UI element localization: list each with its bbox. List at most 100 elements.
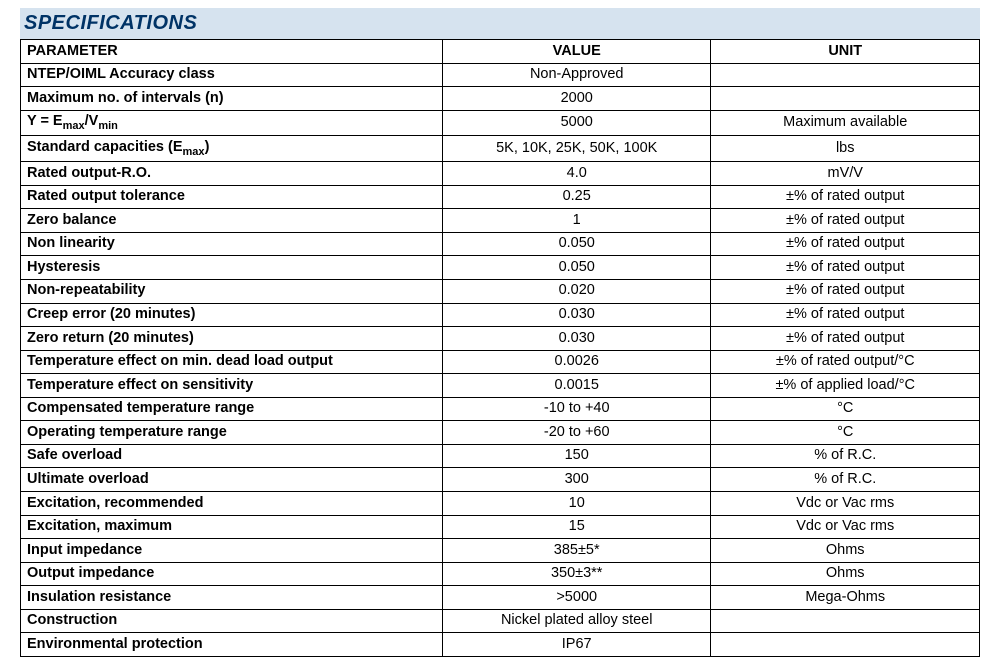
cell-value: 0.020 [442,279,711,303]
cell-value: 2000 [442,87,711,111]
cell-value: 1 [442,209,711,233]
table-row: Temperature effect on sensitivity0.0015±… [21,374,980,398]
cell-unit: Vdc or Vac rms [711,515,980,539]
table-row: Standard capacities (Emax)5K, 10K, 25K, … [21,136,980,162]
cell-value: 0.0015 [442,374,711,398]
table-row: Rated output tolerance0.25±% of rated ou… [21,185,980,209]
cell-unit: ±% of rated output [711,209,980,233]
table-row: NTEP/OIML Accuracy classNon-Approved [21,63,980,87]
header-value: VALUE [442,40,711,64]
cell-unit: ±% of rated output [711,327,980,351]
cell-unit: ±% of applied load/°C [711,374,980,398]
table-row: Hysteresis0.050±% of rated output [21,256,980,280]
table-row: Ultimate overload300% of R.C. [21,468,980,492]
cell-parameter: Maximum no. of intervals (n) [21,87,443,111]
table-row: Zero return (20 minutes)0.030±% of rated… [21,327,980,351]
cell-parameter: Temperature effect on sensitivity [21,374,443,398]
table-row: Rated output-R.O.4.0mV/V [21,162,980,186]
table-row: Operating temperature range-20 to +60°C [21,421,980,445]
cell-unit: mV/V [711,162,980,186]
cell-value: 4.0 [442,162,711,186]
cell-value: 0.25 [442,185,711,209]
cell-parameter: Operating temperature range [21,421,443,445]
cell-parameter: Standard capacities (Emax) [21,136,443,162]
cell-value: 15 [442,515,711,539]
specifications-title: SPECIFICATIONS [20,8,980,39]
cell-unit: % of R.C. [711,444,980,468]
table-row: Y = Emax/Vmin5000Maximum available [21,110,980,136]
cell-parameter: Rated output tolerance [21,185,443,209]
cell-parameter: Compensated temperature range [21,397,443,421]
cell-parameter: Y = Emax/Vmin [21,110,443,136]
cell-value: 350±3** [442,562,711,586]
table-row: Input impedance385±5*Ohms [21,539,980,563]
cell-parameter: Ultimate overload [21,468,443,492]
cell-parameter: Non linearity [21,232,443,256]
cell-value: 0.050 [442,256,711,280]
cell-value: Non-Approved [442,63,711,87]
cell-unit [711,633,980,657]
cell-parameter: Zero return (20 minutes) [21,327,443,351]
cell-unit [711,609,980,633]
table-row: Creep error (20 minutes)0.030±% of rated… [21,303,980,327]
cell-unit: ±% of rated output [711,303,980,327]
cell-value: -20 to +60 [442,421,711,445]
cell-value: IP67 [442,633,711,657]
cell-value: 385±5* [442,539,711,563]
cell-parameter: Input impedance [21,539,443,563]
cell-unit: ±% of rated output [711,185,980,209]
cell-parameter: Environmental protection [21,633,443,657]
table-row: Zero balance1±% of rated output [21,209,980,233]
cell-unit: ±% of rated output [711,232,980,256]
cell-value: 300 [442,468,711,492]
table-row: ConstructionNickel plated alloy steel [21,609,980,633]
cell-unit [711,87,980,111]
table-row: Output impedance350±3**Ohms [21,562,980,586]
table-row: Maximum no. of intervals (n)2000 [21,87,980,111]
cell-unit: Vdc or Vac rms [711,492,980,516]
cell-parameter: Construction [21,609,443,633]
cell-value: 0.050 [442,232,711,256]
cell-parameter: NTEP/OIML Accuracy class [21,63,443,87]
cell-unit: Ohms [711,562,980,586]
table-header-row: PARAMETER VALUE UNIT [21,40,980,64]
specifications-table: PARAMETER VALUE UNIT NTEP/OIML Accuracy … [20,39,980,657]
cell-unit: Ohms [711,539,980,563]
table-row: Excitation, maximum15Vdc or Vac rms [21,515,980,539]
cell-unit: °C [711,421,980,445]
table-row: Non linearity0.050±% of rated output [21,232,980,256]
header-unit: UNIT [711,40,980,64]
cell-value: 10 [442,492,711,516]
table-row: Excitation, recommended10Vdc or Vac rms [21,492,980,516]
cell-value: 0.030 [442,303,711,327]
cell-parameter: Zero balance [21,209,443,233]
cell-value: Nickel plated alloy steel [442,609,711,633]
cell-parameter: Excitation, recommended [21,492,443,516]
cell-unit: lbs [711,136,980,162]
cell-parameter: Safe overload [21,444,443,468]
cell-parameter: Non-repeatability [21,279,443,303]
table-row: Compensated temperature range-10 to +40°… [21,397,980,421]
cell-value: 0.030 [442,327,711,351]
cell-unit: ±% of rated output [711,256,980,280]
cell-value: 5000 [442,110,711,136]
cell-unit: ±% of rated output [711,279,980,303]
table-row: Environmental protectionIP67 [21,633,980,657]
cell-parameter: Excitation, maximum [21,515,443,539]
cell-unit: °C [711,397,980,421]
table-row: Safe overload150% of R.C. [21,444,980,468]
header-parameter: PARAMETER [21,40,443,64]
cell-value: -10 to +40 [442,397,711,421]
cell-parameter: Creep error (20 minutes) [21,303,443,327]
cell-value: 0.0026 [442,350,711,374]
cell-value: 5K, 10K, 25K, 50K, 100K [442,136,711,162]
cell-unit [711,63,980,87]
cell-parameter: Hysteresis [21,256,443,280]
cell-parameter: Rated output-R.O. [21,162,443,186]
cell-parameter: Temperature effect on min. dead load out… [21,350,443,374]
cell-value: 150 [442,444,711,468]
cell-unit: Maximum available [711,110,980,136]
table-row: Non-repeatability0.020±% of rated output [21,279,980,303]
table-row: Temperature effect on min. dead load out… [21,350,980,374]
cell-parameter: Output impedance [21,562,443,586]
